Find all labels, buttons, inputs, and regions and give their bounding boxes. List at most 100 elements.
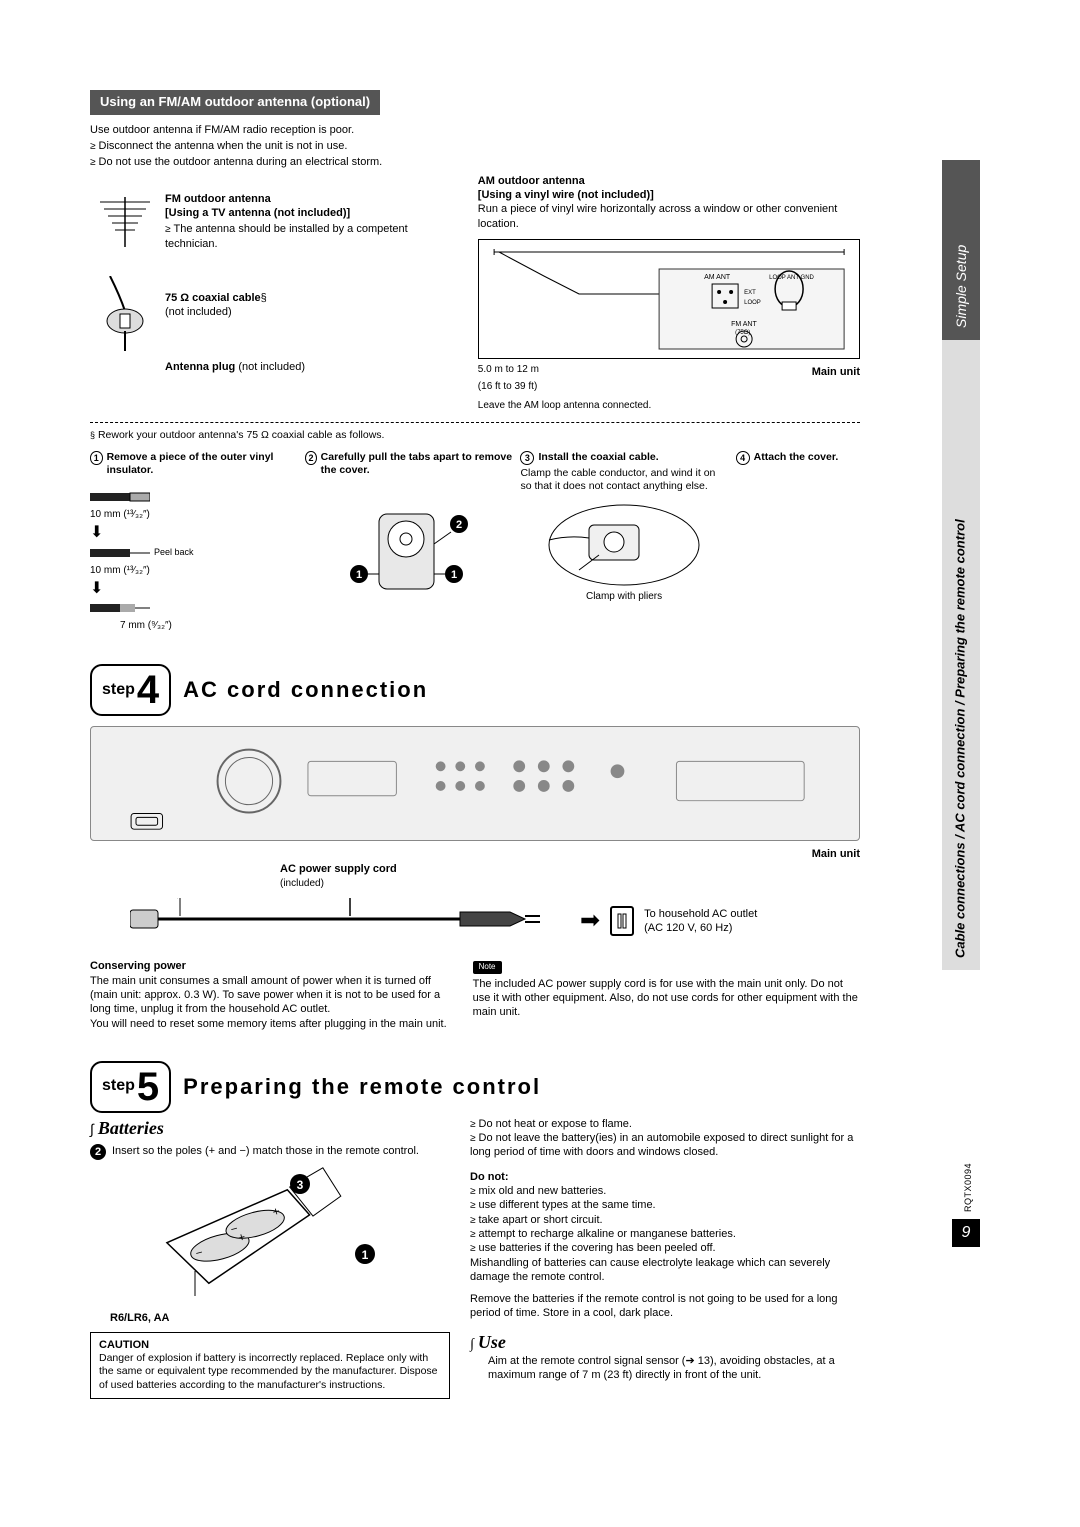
ac-cord-icon: [130, 898, 570, 943]
num-circle-2: 2: [90, 1144, 106, 1160]
caution-body: Danger of explosion if battery is incorr…: [99, 1352, 441, 1393]
square-bullet-1: ∫: [90, 1121, 94, 1137]
conserve-body: The main unit consumes a small amount of…: [90, 974, 448, 1031]
fm-title: FM outdoor antenna: [165, 192, 443, 206]
intro-bullet-2: Do not use the outdoor antenna during an…: [90, 155, 860, 169]
footnote: § Rework your outdoor antenna's 75 Ω coa…: [90, 429, 860, 443]
outlet-line-1: To household AC outlet: [644, 908, 757, 920]
rework-step-2: 2 Carefully pull the tabs apart to remove…: [305, 451, 512, 635]
footnote-sym: §: [90, 430, 95, 440]
doc-code: RQTX0094: [963, 1163, 975, 1212]
intro-bullet-1: Disconnect the antenna when the unit is …: [90, 139, 860, 153]
outlet-line-2: (AC 120 V, 60 Hz): [644, 922, 732, 934]
step-5-badge: step 5: [90, 1061, 171, 1113]
caution-head: CAUTION: [99, 1338, 441, 1352]
step1-head: Remove a piece of the outer vinyl insula…: [107, 451, 298, 478]
am-subtitle: [Using a vinyl wire (not included)]: [478, 188, 860, 202]
clamp-icon: [539, 500, 709, 590]
cable-strip-icon-2: [90, 544, 150, 562]
dn2: use different types at the same time.: [470, 1198, 860, 1212]
intro-text: Use outdoor antenna if FM/AM radio recep…: [90, 123, 860, 137]
step4-label: step: [102, 680, 135, 701]
step2-head: Carefully pull the tabs apart to remove …: [321, 451, 513, 478]
step-num-3: 3: [520, 451, 534, 465]
step5-label: step: [102, 1076, 135, 1097]
main-unit-label-1: Main unit: [812, 365, 860, 412]
step-4-badge: step 4: [90, 664, 171, 716]
cable-strip-icon-1: [90, 488, 150, 506]
main-unit-back-panel: [90, 726, 860, 841]
remove-text: Remove the batteries if the remote contr…: [470, 1292, 860, 1321]
svg-text:3: 3: [297, 1178, 304, 1192]
svg-text:AM ANT: AM ANT: [704, 274, 731, 281]
rework-step-4: 4 Attach the cover.: [736, 451, 860, 635]
coax-label: 75 Ω coaxial cable: [165, 292, 261, 304]
am-dist-2: (16 ft to 39 ft): [478, 380, 651, 393]
step4-title: AC cord connection: [183, 676, 428, 705]
dn1: mix old and new batteries.: [470, 1184, 860, 1198]
fm-antenna-icon: [90, 187, 160, 247]
svg-text:2: 2: [456, 519, 462, 531]
dn5: use batteries if the covering has been p…: [470, 1241, 860, 1255]
arrow-right-icon: ➡: [580, 905, 600, 936]
step-num-2: 2: [305, 451, 316, 465]
conserve-head: Conserving power: [90, 959, 448, 973]
coax-note: (not included): [165, 306, 232, 318]
antenna-intro: Use outdoor antenna if FM/AM radio recep…: [90, 123, 860, 170]
rework-step-3: 3 Install the coaxial cable. Clamp the ca…: [520, 451, 727, 635]
svg-text:1: 1: [451, 569, 457, 581]
am-dist-1: 5.0 m to 12 m: [478, 363, 651, 376]
am-diagram: AM ANT LOOP ANT GND EXT LOOP FM ANT (75Ω…: [478, 239, 860, 359]
am-leave-text: Leave the AM loop antenna connected.: [478, 399, 651, 412]
svg-text:1: 1: [362, 1248, 369, 1262]
use-head: Use: [478, 1332, 506, 1352]
sidebar-topic-label: Cable connections / AC cord connection /…: [942, 340, 980, 970]
svg-text:FM ANT: FM ANT: [731, 321, 757, 328]
measure-3: 7 mm (⁹⁄₃₂″): [120, 619, 172, 632]
svg-text:LOOP: LOOP: [744, 300, 761, 306]
coax-sym: §: [261, 292, 267, 304]
plug-label: Antenna plug: [165, 361, 235, 373]
am-body: Run a piece of vinyl wire horizontally a…: [478, 202, 860, 231]
step-num-4: 4: [736, 451, 750, 465]
square-bullet-2: ∫: [470, 1337, 474, 1352]
cable-strip-icon-3: [90, 599, 150, 617]
page-number: 9: [952, 1219, 980, 1247]
measure-2: 10 mm (¹³⁄₃₂″): [90, 564, 150, 577]
step4-head: Attach the cover.: [754, 451, 839, 465]
batt-type: R6/LR6, AA: [110, 1311, 450, 1325]
step3-head: Install the coaxial cable.: [538, 451, 658, 465]
footnote-text: Rework your outdoor antenna's 75 Ω coaxi…: [98, 429, 385, 441]
step3-body: Clamp the cable conductor, and wind it o…: [520, 467, 727, 494]
ac-outlet-icon: [610, 906, 634, 936]
am-title: AM outdoor antenna: [478, 174, 860, 188]
clamp-text: Clamp with pliers: [520, 590, 727, 603]
batteries-head: Batteries: [98, 1118, 164, 1138]
step4-num: 4: [137, 670, 159, 710]
plug-note: (not included): [235, 361, 305, 373]
fm-antenna-block: FM outdoor antenna [Using a TV antenna (…: [90, 192, 443, 251]
fm-subtitle: [Using a TV antenna (not included)]: [165, 206, 443, 220]
ac-cord-included: (included): [280, 878, 324, 889]
main-unit-label-2: Main unit: [90, 847, 860, 861]
step5-title: Preparing the remote control: [183, 1073, 541, 1102]
rework-step-1: 1 Remove a piece of the outer vinyl insul…: [90, 451, 297, 635]
donot-car: Do not leave the battery(ies) in an auto…: [470, 1131, 860, 1160]
use-body: Aim at the remote control signal sensor …: [488, 1354, 860, 1383]
note-body: The included AC power supply cord is for…: [473, 977, 860, 1020]
insert-text: Insert so the poles (+ and −) match thos…: [112, 1144, 419, 1158]
donot-heat: Do not heat or expose to flame.: [470, 1117, 860, 1131]
coax-cable-block: 75 Ω coaxial cable§ (not included) Anten…: [90, 291, 443, 374]
step5-num: 5: [137, 1067, 159, 1107]
step-num-1: 1: [90, 451, 103, 465]
coax-plug-icon: [90, 276, 160, 356]
antenna-section-header: Using an FM/AM outdoor antenna (optional…: [90, 90, 380, 115]
peel-back: Peel back: [154, 547, 194, 559]
dn4: attempt to recharge alkaline or manganes…: [470, 1227, 860, 1241]
battery-diagram: − + − + 3 1: [90, 1166, 450, 1311]
svg-text:1: 1: [356, 569, 362, 581]
svg-text:EXT: EXT: [744, 290, 756, 296]
note-badge: Note: [473, 961, 502, 973]
sidebar-section-label: Simple Setup: [942, 160, 980, 340]
separator-1: [90, 422, 860, 423]
